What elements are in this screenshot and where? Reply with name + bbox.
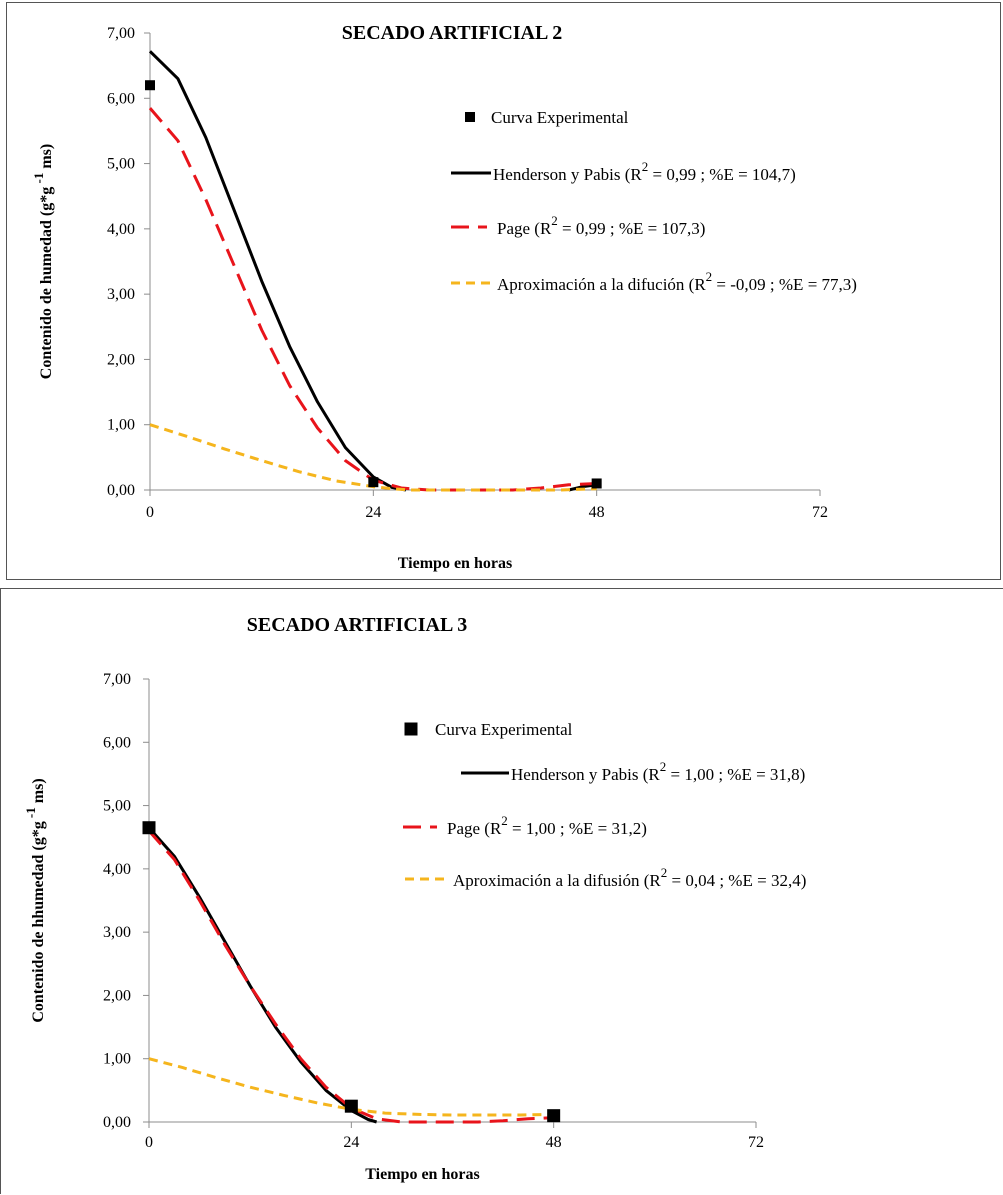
y-axis-title: Contenido de humedad (g*g -1 ms) [31,144,55,379]
y-tick-label: 7,00 [103,671,131,688]
x-tick-label: 72 [812,504,828,521]
legend-label-superscript: 2 [661,865,668,880]
series-line-difusion [149,423,597,492]
legend-label-values: = -0,09 ; %E = 77,3) [712,275,857,294]
legend-marker-experimental [404,722,418,736]
experimental-point [145,80,155,91]
legend-marker-experimental [465,112,475,122]
legend-label-0: Henderson y Pabis (R2 = 0,99 ; %E = 104,… [493,159,796,184]
x-tick-label: 48 [589,504,605,521]
legend-label-superscript: 2 [501,813,508,828]
legend-label-superscript: 2 [706,269,713,284]
y-tick-label: 2,00 [107,351,135,368]
chart-title: SECADO ARTIFICIAL 3 [247,614,467,636]
y-tick-label: 1,00 [103,1051,131,1068]
legend-label-text: Aproximación a la difución (R [497,275,706,294]
chart-title: SECADO ARTIFICIAL 2 [342,22,562,44]
legend-label-text: Henderson y Pabis (R [493,165,642,184]
legend-label-experimental: Curva Experimental [491,108,629,127]
chart-secado-artificial-2: SECADO ARTIFICIAL 2 0,00 1,00 2,00 3,00 4,00 5… [31,22,857,572]
legend-label-text: Aproximación a la difusión (R [453,871,661,890]
legend-label-text: Page (R [447,819,502,838]
y-tick-label: 1,00 [107,417,135,434]
y-tick-label: 5,00 [103,798,131,815]
y-tick-label: 5,00 [107,156,135,173]
x-tick-label: 0 [146,504,154,521]
y-tick-label: 4,00 [103,861,131,878]
legend-label-text: Henderson y Pabis (R [511,765,660,784]
experimental-point [344,1099,358,1113]
experimental-point [591,478,602,489]
x-tick-label: 48 [546,1134,562,1151]
y-tick-label: 0,00 [107,482,135,499]
legend-label-0: Henderson y Pabis (R2 = 1,00 ; %E = 31,8… [511,759,805,784]
legend-label-1: Page (R2 = 0,99 ; %E = 107,3) [497,213,705,238]
y-tick-label: 0,00 [103,1114,131,1131]
x-tick-label: 24 [365,504,381,521]
x-tick-label: 24 [343,1134,359,1151]
legend-label-experimental: Curva Experimental [435,720,573,739]
y-tick-label: 6,00 [103,734,131,751]
legend-label-values: = 1,00 ; %E = 31,2) [508,819,647,838]
x-axis-title: Tiempo en horas [365,1166,479,1183]
chart-panel-secado-2: SECADO ARTIFICIAL 2 0,00 1,00 2,00 3,00 4,00 5… [6,2,1001,580]
experimental-point [547,1109,561,1123]
legend-label-2: Aproximación a la difución (R2 = -0,09 ;… [497,269,857,294]
series-line-page [147,829,554,1124]
legend-label-values: = 0,99 ; %E = 107,3) [558,219,706,238]
y-tick-label: 2,00 [103,987,131,1004]
x-axis-title: Tiempo en horas [398,555,512,572]
legend-label-superscript: 2 [642,159,649,174]
y-axis-title-end: ms) [30,778,47,807]
legend-label-superscript: 2 [660,759,667,774]
legend-label-text: Page (R [497,219,552,238]
chart-secado-artificial-3: SECADO ARTIFICIAL 3 0,00 1,00 2,00 3,00 4,00 5… [23,614,806,1183]
legend-label-1: Page (R2 = 1,00 ; %E = 31,2) [447,813,647,838]
x-tick-label: 72 [748,1134,764,1151]
legend-label-superscript: 2 [551,213,558,228]
legend-label-values: = 0,99 ; %E = 104,7) [648,165,796,184]
y-axis-title-superscript: -1 [31,173,46,187]
y-tick-label: 3,00 [107,286,135,303]
y-tick-label: 3,00 [103,924,131,941]
experimental-point [142,821,156,835]
y-tick-label: 4,00 [107,221,135,238]
y-tick-label: 7,00 [107,25,135,42]
y-axis-title-superscript: -1 [23,807,38,821]
y-axis-title-text: Contenido de hhumedad (g*g [30,821,47,1022]
x-tick-label: 0 [145,1134,153,1151]
y-axis-title-end: ms) [38,144,55,173]
y-tick-label: 6,00 [107,90,135,107]
legend-label-values: = 0,04 ; %E = 32,4) [667,871,806,890]
series-line-henderson-pabis [147,826,378,1124]
legend-label-2: Aproximación a la difusión (R2 = 0,04 ; … [453,865,806,890]
chart-panel-secado-3: SECADO ARTIFICIAL 3 0,00 1,00 2,00 3,00 4,00 5… [0,588,1003,1194]
y-axis-title: Contenido de hhumedad (g*g -1 ms) [23,778,47,1022]
y-axis-title-text: Contenido de humedad (g*g [38,187,55,379]
experimental-point [368,477,379,488]
legend-label-values: = 1,00 ; %E = 31,8) [666,765,805,784]
